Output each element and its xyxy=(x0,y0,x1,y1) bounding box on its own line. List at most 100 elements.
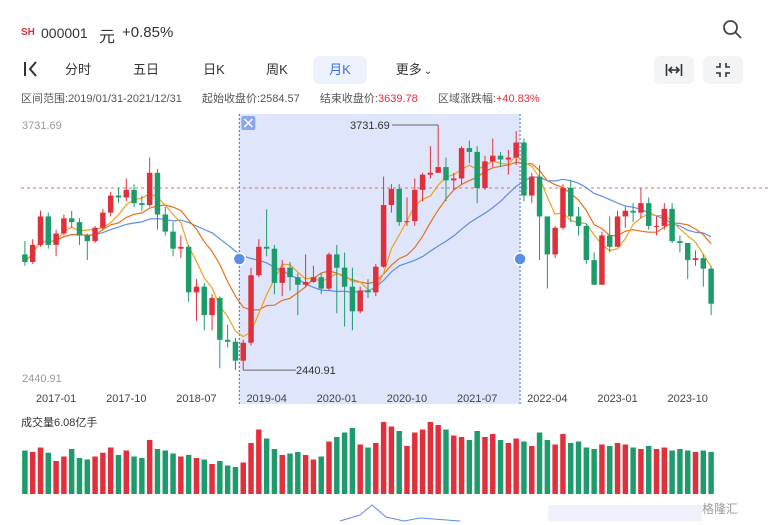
x-tick-label: 2022-04 xyxy=(527,393,567,405)
candle-body xyxy=(357,290,363,312)
search-icon[interactable] xyxy=(721,18,743,40)
volume-bar xyxy=(232,467,239,494)
tab-weekly-k[interactable]: 周K xyxy=(266,62,288,77)
volume-bar xyxy=(45,452,52,494)
candle-body xyxy=(536,176,543,217)
volume-bar xyxy=(607,446,613,494)
candle-body xyxy=(68,218,75,223)
candle-body xyxy=(341,267,348,287)
currency-unit: 元 xyxy=(99,29,116,46)
volume-bar xyxy=(505,443,512,494)
candle-body xyxy=(677,241,683,244)
tab-intraday[interactable]: 分时 xyxy=(64,62,91,77)
volume-bar xyxy=(76,458,83,494)
tab-monthly-k[interactable]: 月K xyxy=(313,56,367,84)
candle-body xyxy=(256,246,262,276)
kline-collapse-icon[interactable] xyxy=(22,60,40,78)
volume-label: 成交量6.08亿手 xyxy=(21,417,98,429)
volume-bar xyxy=(669,450,675,494)
candle-body xyxy=(404,221,410,223)
candle-body xyxy=(271,248,278,283)
selection-end-handle[interactable] xyxy=(513,252,527,266)
candle-body xyxy=(505,157,512,160)
candle-body xyxy=(115,195,122,198)
candle-body xyxy=(318,277,324,289)
volume-bar xyxy=(318,456,324,494)
candle-body xyxy=(575,216,582,226)
candle-body xyxy=(583,225,590,261)
candle-body xyxy=(123,189,129,198)
volume-bar xyxy=(474,431,480,494)
volume-bar xyxy=(185,455,192,494)
volume-bar xyxy=(107,447,114,494)
volume-bar xyxy=(256,429,262,494)
volume-bar xyxy=(92,456,98,494)
candle-body xyxy=(287,267,293,278)
candle-body xyxy=(295,277,301,285)
candle-body xyxy=(497,155,504,160)
tab-more[interactable]: 更多 ⌄ xyxy=(388,56,440,84)
range-period: 2019/01/31-2021/12/31 xyxy=(68,93,182,105)
period-tabs: 分时 五日 日K 周K 月K 更多 ⌄ xyxy=(0,52,774,86)
fit-width-icon xyxy=(665,64,683,76)
candle-body xyxy=(412,189,418,222)
tab-five-day[interactable]: 五日 xyxy=(132,62,159,77)
volume-bar xyxy=(443,429,449,494)
volume-bar xyxy=(419,429,426,494)
x-tick-label: 2020-01 xyxy=(317,393,357,405)
end-close-label: 结束收盘价: xyxy=(319,93,378,105)
fullscreen-button[interactable] xyxy=(703,56,743,84)
candle-body xyxy=(240,342,246,361)
candle-body xyxy=(552,227,558,255)
candle-body xyxy=(661,208,668,226)
volume-bar xyxy=(61,456,67,494)
candle-body xyxy=(92,227,98,242)
candle-body xyxy=(630,210,636,213)
candle-body xyxy=(209,298,215,316)
exchange-badge: SH xyxy=(21,27,35,38)
volume-bar xyxy=(583,447,590,494)
y-label-max: 3731.69 xyxy=(22,120,62,132)
volume-bar xyxy=(295,452,301,494)
candle-body xyxy=(37,216,44,245)
volume-bar xyxy=(412,432,418,494)
candle-body xyxy=(451,178,457,181)
x-tick-label: 2017-10 xyxy=(106,393,146,405)
volume-bar xyxy=(552,444,558,494)
candle-body xyxy=(61,218,67,234)
candle-body xyxy=(84,235,91,242)
volume-bar xyxy=(614,443,621,494)
candle-body xyxy=(482,161,488,188)
candle-body xyxy=(302,281,309,285)
volume-bar xyxy=(53,461,59,494)
selection-start-handle[interactable] xyxy=(232,252,247,266)
navigator-line xyxy=(339,504,461,522)
x-tick-label: 2018-07 xyxy=(176,393,216,405)
volume-bar xyxy=(482,437,488,494)
x-tick-label: 2023-10 xyxy=(668,393,708,405)
candle-body xyxy=(334,254,340,268)
tab-daily-k[interactable]: 日K xyxy=(203,62,225,77)
candle-body xyxy=(29,244,36,262)
x-tick-label: 2017-01 xyxy=(36,393,76,405)
volume-bar xyxy=(599,444,605,494)
volume-bar xyxy=(201,459,207,494)
candle-body xyxy=(466,148,473,152)
candle-body xyxy=(373,266,379,293)
candle-body xyxy=(154,172,161,215)
candle-body xyxy=(692,258,699,261)
volume-bar xyxy=(575,441,582,494)
volume-bar xyxy=(497,440,504,494)
fit-width-button[interactable] xyxy=(654,56,694,84)
range-change-value: +40.83% xyxy=(495,93,540,105)
volume-bar xyxy=(388,426,395,494)
volume-bar xyxy=(302,455,309,494)
volume-bar xyxy=(435,425,441,494)
candle-body xyxy=(162,214,168,232)
candle-body xyxy=(45,216,52,245)
volume-bar xyxy=(365,447,371,494)
candle-body xyxy=(185,246,192,293)
candle-body xyxy=(396,188,402,223)
volume-bar xyxy=(146,440,153,494)
